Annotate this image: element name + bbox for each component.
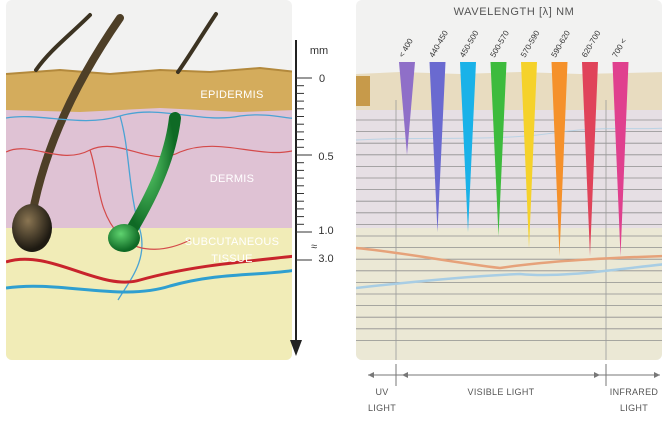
wavelength-title: WAVELENGTH [λ] NM <box>454 6 575 18</box>
scale-tick-0: 0 <box>319 73 325 85</box>
subcutaneous-label: SUBCUTANEOUS <box>185 236 279 248</box>
vein <box>6 268 292 294</box>
subcutaneous-layer <box>6 228 292 360</box>
dermis-layer <box>6 105 292 233</box>
artery-faded <box>356 246 662 270</box>
hair-shaft <box>176 12 218 74</box>
visible-light-label: VISIBLE LIGHT <box>468 387 535 397</box>
depth-arrow-icon <box>290 340 302 356</box>
uv-light-label: LIGHT <box>368 403 396 413</box>
hair-shaft <box>26 14 124 232</box>
wavelength-wedge-5 <box>551 62 568 256</box>
infrared-light-label: LIGHT <box>620 403 648 413</box>
dermis-label: DERMIS <box>210 173 255 185</box>
wavelength-wedge-2 <box>460 62 476 232</box>
sebaceous-gland <box>122 112 181 242</box>
wavelength-wedge-6 <box>582 62 598 256</box>
wavelength-wedge-0 <box>399 62 415 155</box>
epidermis-label: EPIDERMIS <box>200 89 263 101</box>
wavelength-wedge-1 <box>429 62 446 232</box>
scale-tick-0-5: 0.5 <box>318 151 333 163</box>
capillary <box>6 111 292 122</box>
spectrum-axis: UV LIGHT VISIBLE LIGHT INFRARED LIGHT <box>368 364 660 413</box>
wavelength-panel <box>356 0 662 360</box>
uv-label: UV <box>375 387 388 397</box>
scale-tick-3-0: 3.0 <box>318 253 333 265</box>
hair-shaft <box>34 13 92 72</box>
wavelength-wedge-3 <box>490 62 507 236</box>
hair-bulb <box>12 204 52 252</box>
scale-break-icon: ≈ <box>311 241 317 253</box>
scale-tick-1-0: 1.0 <box>318 225 333 237</box>
skin-cross-section <box>6 0 292 360</box>
vein-faded <box>356 262 662 290</box>
infrared-label: INFRARED <box>610 387 659 397</box>
depth-scale: mm 0 0.5 1.0 ≈ 3.0 <box>290 40 334 356</box>
wavelength-wedge-7 <box>612 62 629 256</box>
tissue-label: TISSUE <box>211 253 253 265</box>
capillary <box>6 145 292 158</box>
scale-unit: mm <box>310 45 328 57</box>
artery <box>6 254 292 284</box>
wavelength-wedge-4 <box>521 62 537 248</box>
gland-bulb <box>108 224 140 252</box>
